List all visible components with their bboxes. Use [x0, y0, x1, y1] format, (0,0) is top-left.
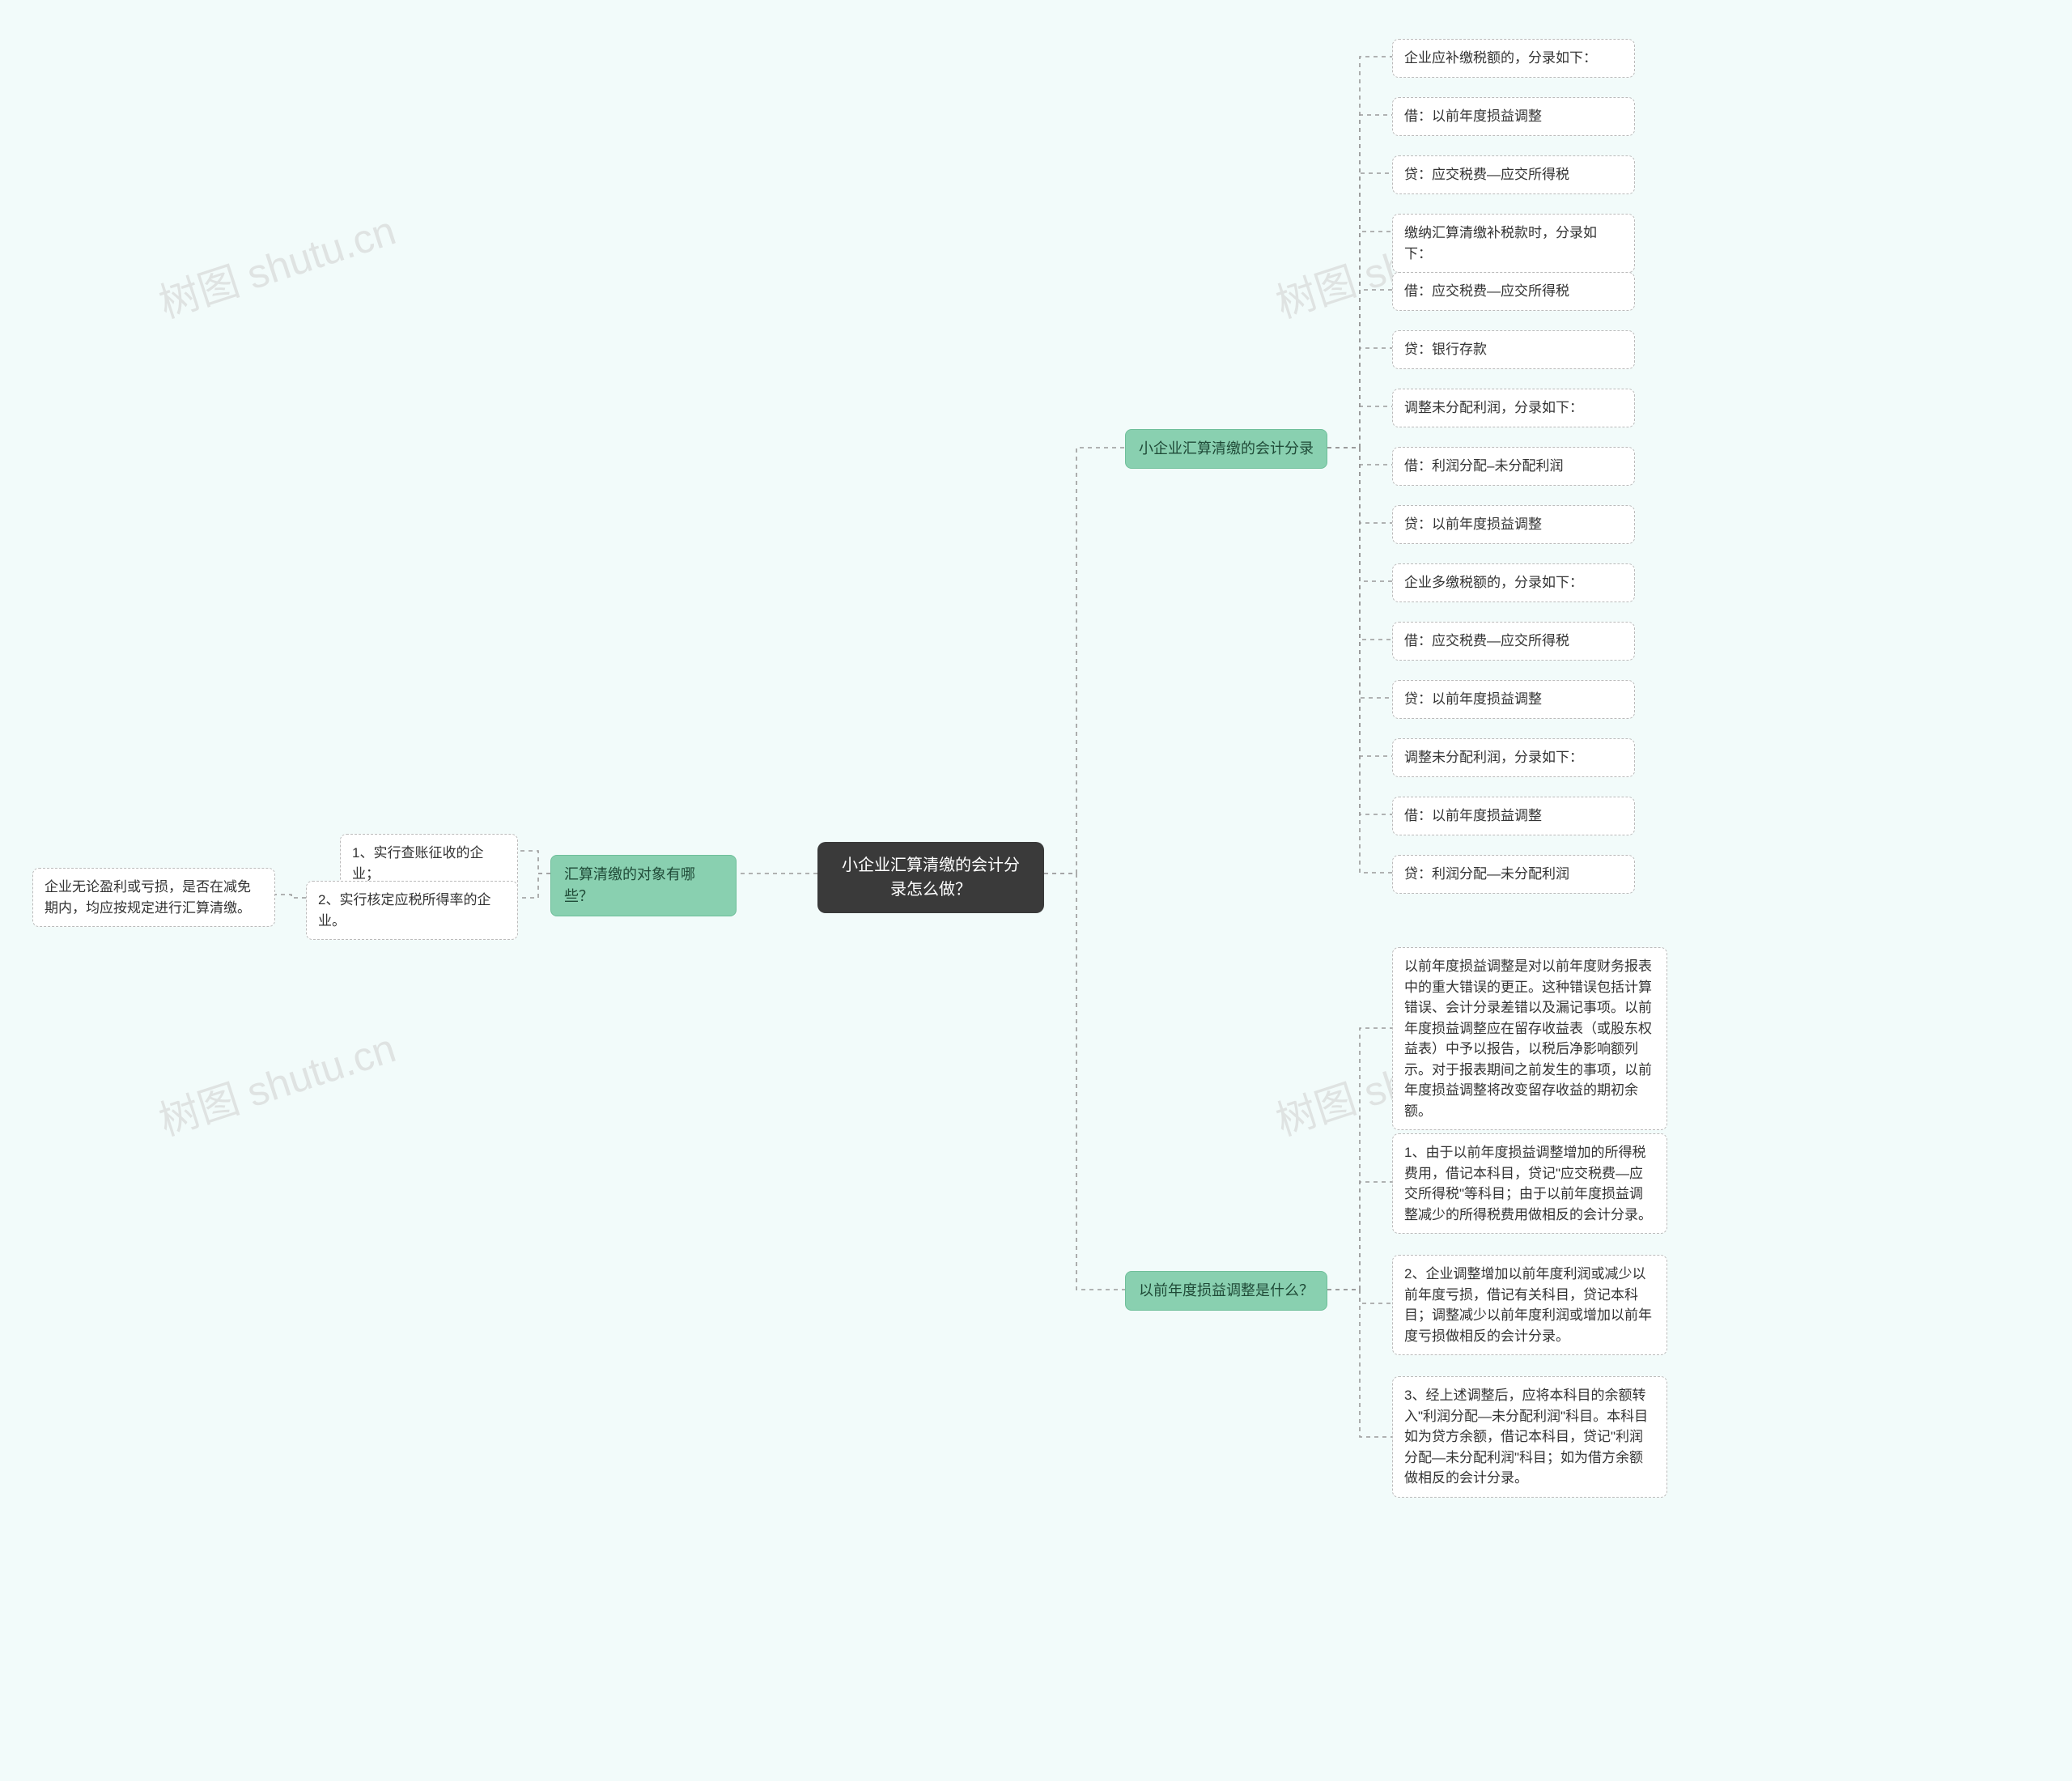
leaf-r1-2[interactable]: 贷：应交税费—应交所得税	[1392, 155, 1635, 194]
leaf-r1-10[interactable]: 借：应交税费—应交所得税	[1392, 622, 1635, 661]
leaf-r1-13[interactable]: 借：以前年度损益调整	[1392, 797, 1635, 835]
leaf-r1-11[interactable]: 贷：以前年度损益调整	[1392, 680, 1635, 719]
branch-left[interactable]: 汇算清缴的对象有哪些？	[550, 855, 737, 916]
leaf-r1-0[interactable]: 企业应补缴税额的，分录如下：	[1392, 39, 1635, 78]
leaf-r1-8[interactable]: 贷：以前年度损益调整	[1392, 505, 1635, 544]
leaf-r1-7[interactable]: 借：利润分配–未分配利润	[1392, 447, 1635, 486]
branch-right-1[interactable]: 小企业汇算清缴的会计分录	[1125, 429, 1327, 469]
leaf-r1-12[interactable]: 调整未分配利润，分录如下：	[1392, 738, 1635, 777]
leaf-left-2[interactable]: 2、实行核定应税所得率的企业。	[306, 881, 518, 940]
leaf-r1-3[interactable]: 缴纳汇算清缴补税款时，分录如下：	[1392, 214, 1635, 273]
leaf-r2-0[interactable]: 以前年度损益调整是对以前年度财务报表中的重大错误的更正。这种错误包括计算错误、会…	[1392, 947, 1667, 1130]
leaf-left-2-sub[interactable]: 企业无论盈利或亏损，是否在减免期内，均应按规定进行汇算清缴。	[32, 868, 275, 927]
leaf-r1-6[interactable]: 调整未分配利润，分录如下：	[1392, 389, 1635, 427]
leaf-r1-5[interactable]: 贷：银行存款	[1392, 330, 1635, 369]
branch-right-2[interactable]: 以前年度损益调整是什么？	[1125, 1271, 1327, 1311]
leaf-r1-14[interactable]: 贷：利润分配—未分配利润	[1392, 855, 1635, 894]
watermark: 树图 shutu.cn	[151, 198, 401, 329]
watermark: 树图 shutu.cn	[151, 1016, 401, 1147]
leaf-r2-1[interactable]: 1、由于以前年度损益调整增加的所得税费用，借记本科目，贷记"应交税费—应交所得税…	[1392, 1133, 1667, 1234]
root-node[interactable]: 小企业汇算清缴的会计分录怎么做？	[817, 842, 1044, 913]
leaf-r1-1[interactable]: 借：以前年度损益调整	[1392, 97, 1635, 136]
leaf-r1-4[interactable]: 借：应交税费—应交所得税	[1392, 272, 1635, 311]
leaf-r2-2[interactable]: 2、企业调整增加以前年度利润或减少以前年度亏损，借记有关科目，贷记本科目；调整减…	[1392, 1255, 1667, 1355]
leaf-r1-9[interactable]: 企业多缴税额的，分录如下：	[1392, 563, 1635, 602]
leaf-r2-3[interactable]: 3、经上述调整后，应将本科目的余额转入"利润分配—未分配利润"科目。本科目如为贷…	[1392, 1376, 1667, 1498]
